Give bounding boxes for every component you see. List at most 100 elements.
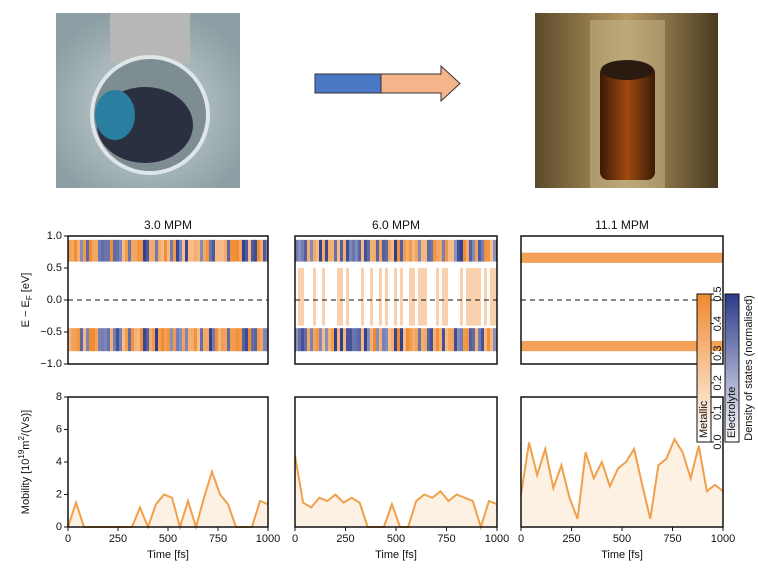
- colorbar-tick-label: 0.3: [712, 346, 724, 361]
- dos-stripe: [340, 239, 343, 262]
- dos-stripe: [337, 239, 340, 262]
- dos-stripe: [463, 328, 466, 352]
- dos-stripe: [572, 252, 575, 263]
- dos-stripe: [233, 239, 236, 262]
- dos-stripe: [421, 239, 424, 262]
- dos-stripe: [487, 239, 490, 262]
- dos-stripe: [566, 252, 569, 263]
- dos-stripe: [131, 239, 134, 262]
- dos-stripe: [680, 340, 683, 352]
- dos-stripe: [656, 340, 659, 352]
- dos-stripe: [400, 239, 403, 262]
- dos-stripe: [322, 268, 325, 326]
- dos-stripe: [194, 239, 197, 262]
- dos-stripe: [421, 268, 424, 326]
- dos-stripe: [301, 268, 304, 326]
- colorbar-label: Metallic: [698, 400, 710, 438]
- dos-stripe: [188, 239, 191, 262]
- dos-stripe: [629, 340, 632, 352]
- dos-stripe: [641, 252, 644, 263]
- y-tick-label: 1.0: [47, 230, 62, 242]
- dos-stripe: [397, 239, 400, 262]
- dos-stripe: [397, 328, 400, 352]
- dos-stripe: [418, 268, 421, 326]
- dos-stripe: [527, 340, 530, 352]
- dos-stripe: [451, 239, 454, 262]
- dos-stripe: [602, 252, 605, 263]
- dos-stripe: [104, 239, 107, 262]
- dos-stripe: [149, 328, 152, 352]
- dos-stripe: [125, 239, 128, 262]
- dos-stripe: [427, 239, 430, 262]
- dos-stripe: [677, 340, 680, 352]
- dos-stripe: [212, 328, 215, 352]
- dos-stripe: [146, 239, 149, 262]
- dos-stripe: [307, 239, 310, 262]
- dos-stripe: [650, 340, 653, 352]
- colorbar-title: Density of states (normalised): [743, 295, 755, 441]
- dos-stripe: [101, 239, 104, 262]
- dos-stripe: [346, 268, 349, 326]
- dos-stripe: [194, 328, 197, 352]
- dos-stripe: [632, 340, 635, 352]
- dos-stripe: [113, 328, 116, 352]
- dos-stripe: [385, 328, 388, 352]
- x-tick-label: 0: [292, 533, 298, 545]
- dos-stripe: [182, 328, 185, 352]
- dos-stripe: [469, 268, 472, 326]
- dos-stripe: [364, 328, 367, 352]
- colorbar-tick-label: 0.1: [712, 405, 724, 420]
- y-tick-label: 8: [56, 391, 62, 403]
- area: [68, 471, 268, 527]
- dos-stripe: [656, 252, 659, 263]
- dos-stripe: [472, 328, 475, 352]
- dos-stripe: [116, 328, 119, 352]
- colorbar: [724, 293, 740, 443]
- x-tick-label: 0: [518, 533, 524, 545]
- dos-stripe: [478, 328, 481, 352]
- dos-stripe: [674, 252, 677, 263]
- y-axis-label: Mobility [1019m2/(Vs)]: [17, 410, 32, 514]
- dos-stripe: [80, 328, 83, 352]
- dos-stripe: [361, 268, 364, 326]
- dos-stripe: [578, 252, 581, 263]
- heatmap-body: [68, 239, 268, 352]
- dos-stripe: [257, 239, 260, 262]
- dos-stripe: [442, 268, 445, 326]
- dos-stripe: [313, 239, 316, 262]
- dos-stripe: [692, 340, 695, 352]
- dos-stripe: [125, 328, 128, 352]
- dos-stripe: [490, 328, 493, 352]
- dos-stripe: [569, 340, 572, 352]
- dos-stripe: [331, 239, 334, 262]
- dos-stripe: [442, 239, 445, 262]
- dos-stripe: [376, 328, 379, 352]
- dos-stripe: [677, 252, 680, 263]
- dos-stripe: [671, 340, 674, 352]
- dos-stripe: [638, 252, 641, 263]
- x-tick-label: 1000: [485, 533, 509, 545]
- dos-stripe: [197, 239, 200, 262]
- dos-stripe: [536, 252, 539, 263]
- dos-stripe: [472, 239, 475, 262]
- dos-stripe: [337, 328, 340, 352]
- dos-stripe: [572, 340, 575, 352]
- arrow: [314, 64, 461, 103]
- dos-stripe: [119, 328, 122, 352]
- dos-stripe: [385, 239, 388, 262]
- dos-stripe: [254, 239, 257, 262]
- dos-stripe: [364, 239, 367, 262]
- dos-stripe: [233, 328, 236, 352]
- dos-stripe: [686, 252, 689, 263]
- dos-stripe: [647, 252, 650, 263]
- y-axis-label-part: 19: [17, 449, 26, 458]
- dos-stripe: [484, 328, 487, 352]
- dos-stripe: [548, 252, 551, 263]
- dos-stripe: [418, 328, 421, 352]
- dos-stripe: [626, 340, 629, 352]
- dos-stripe: [605, 252, 608, 263]
- y-tick-label: −0.5: [40, 326, 62, 338]
- dos-stripe: [611, 340, 614, 352]
- dos-stripe: [430, 239, 433, 262]
- dos-stripe: [533, 340, 536, 352]
